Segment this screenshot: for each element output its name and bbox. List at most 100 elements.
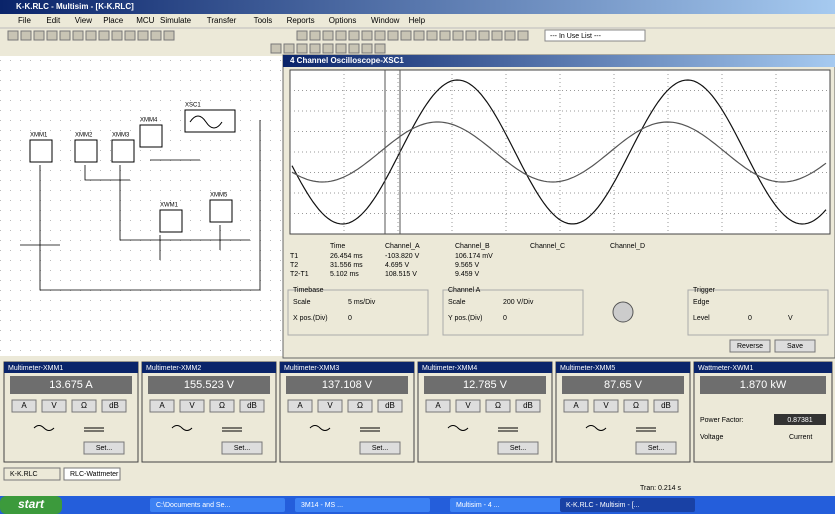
menu-item[interactable]: Window (371, 16, 400, 25)
toolbar-button[interactable] (21, 31, 31, 40)
toolbar-button[interactable] (440, 31, 450, 40)
toolbar-button[interactable] (164, 31, 174, 40)
mode-label[interactable]: V (465, 401, 471, 410)
toolbar-button[interactable] (99, 31, 109, 40)
control-text: Scale (293, 299, 311, 306)
instrument-icon (140, 125, 162, 147)
toolbar-button[interactable] (375, 44, 385, 53)
taskbar-item-label[interactable]: K-K.RLC - Multisim - [... (566, 502, 640, 509)
mode-label[interactable]: Ω (357, 401, 363, 410)
mode-label[interactable]: dB (523, 401, 533, 410)
menu-item[interactable]: Reports (287, 16, 315, 25)
mode-label[interactable]: A (21, 401, 27, 410)
multimeter-title: Multimeter-XMM5 (560, 365, 615, 372)
toolbar-button[interactable] (336, 44, 346, 53)
toolbar-button[interactable] (323, 44, 333, 53)
multimeter-reading: 12.785 V (463, 379, 508, 391)
mode-label[interactable]: dB (385, 401, 395, 410)
mode-label[interactable]: A (435, 401, 441, 410)
set-label[interactable]: Set... (510, 445, 526, 452)
toolbar-button[interactable] (427, 31, 437, 40)
start-label[interactable]: start (18, 497, 45, 511)
menu-item[interactable]: View (75, 16, 92, 25)
taskbar-item-label[interactable]: Multisim - 4 ... (456, 502, 500, 509)
mode-label[interactable]: Ω (633, 401, 639, 410)
toolbar-button[interactable] (34, 31, 44, 40)
menu-item[interactable]: Help (409, 16, 426, 25)
toolbar-button[interactable] (323, 31, 333, 40)
mode-label[interactable]: V (189, 401, 195, 410)
menu-item[interactable]: File (18, 16, 31, 25)
toolbar-button[interactable] (336, 31, 346, 40)
menu-item[interactable]: Edit (46, 16, 61, 25)
taskbar-item-label[interactable]: 3M14 - MS ... (301, 502, 343, 509)
toolbar-button[interactable] (362, 44, 372, 53)
toolbar-button[interactable] (349, 44, 359, 53)
toolbar-button[interactable] (138, 31, 148, 40)
menu-item[interactable]: Options (329, 16, 357, 25)
scope-button-label[interactable]: Reverse (737, 343, 763, 350)
toolbar-button[interactable] (125, 31, 135, 40)
wattmeter-title: Wattmeter-XWM1 (698, 365, 753, 372)
toolbar-button[interactable] (271, 44, 281, 53)
set-label[interactable]: Set... (234, 445, 250, 452)
toolbar-button[interactable] (401, 31, 411, 40)
toolbar-button[interactable] (453, 31, 463, 40)
toolbar-button[interactable] (310, 44, 320, 53)
instrument-icon (112, 140, 134, 162)
mode-label[interactable]: Ω (81, 401, 87, 410)
toolbar-button[interactable] (349, 31, 359, 40)
toolbar-button[interactable] (60, 31, 70, 40)
mode-label[interactable]: A (159, 401, 165, 410)
mode-label[interactable]: dB (247, 401, 257, 410)
toolbar-button[interactable] (388, 31, 398, 40)
toolbar-button[interactable] (466, 31, 476, 40)
toolbar-button[interactable] (112, 31, 122, 40)
mode-label[interactable]: V (603, 401, 609, 410)
cursor-label: T2-T1 (290, 271, 309, 278)
menu-item[interactable]: MCU (136, 16, 154, 25)
toolbar-button[interactable] (151, 31, 161, 40)
taskbar-item-label[interactable]: C:\Documents and Se... (156, 502, 230, 509)
menu-item[interactable]: Place (103, 16, 124, 25)
toolbar-button[interactable] (505, 31, 515, 40)
menu-item[interactable]: Tools (254, 16, 273, 25)
scope-button-label[interactable]: Save (787, 343, 803, 350)
readout-value: 31.556 ms (330, 262, 363, 269)
mode-label[interactable]: dB (109, 401, 119, 410)
readout-header: Time (330, 243, 345, 250)
mode-label[interactable]: Ω (219, 401, 225, 410)
mode-label[interactable]: dB (661, 401, 671, 410)
in-use-list-label[interactable]: --- In Use List --- (550, 33, 602, 40)
mode-label[interactable]: A (297, 401, 303, 410)
tab-label[interactable]: K-K.RLC (10, 471, 38, 478)
tab-label[interactable]: RLC-Wattmeter (70, 471, 119, 478)
toolbar-button[interactable] (310, 31, 320, 40)
toolbar-button[interactable] (73, 31, 83, 40)
toolbar-button[interactable] (8, 31, 18, 40)
toolbar-button[interactable] (414, 31, 424, 40)
toolbar-button[interactable] (375, 31, 385, 40)
toolbar-button[interactable] (492, 31, 502, 40)
mode-label[interactable]: Ω (495, 401, 501, 410)
toolbar-button[interactable] (47, 31, 57, 40)
readout-value: 106.174 mV (455, 253, 493, 260)
set-label[interactable]: Set... (648, 445, 664, 452)
toolbar-button[interactable] (518, 31, 528, 40)
channel-knob[interactable] (613, 302, 633, 322)
toolbar-button[interactable] (362, 31, 372, 40)
menu-item[interactable]: Simulate (160, 16, 192, 25)
toolbar-button[interactable] (86, 31, 96, 40)
toolbar-button[interactable] (297, 44, 307, 53)
mode-label[interactable]: V (327, 401, 333, 410)
mode-label[interactable]: V (51, 401, 57, 410)
toolbar-button[interactable] (297, 31, 307, 40)
set-label[interactable]: Set... (96, 445, 112, 452)
mode-label[interactable]: A (573, 401, 579, 410)
toolbar-button[interactable] (284, 44, 294, 53)
toolbar-button[interactable] (479, 31, 489, 40)
menu-item[interactable]: Transfer (207, 16, 237, 25)
readout-value: -103.820 V (385, 253, 420, 260)
voltage-label: Voltage (700, 434, 723, 441)
set-label[interactable]: Set... (372, 445, 388, 452)
